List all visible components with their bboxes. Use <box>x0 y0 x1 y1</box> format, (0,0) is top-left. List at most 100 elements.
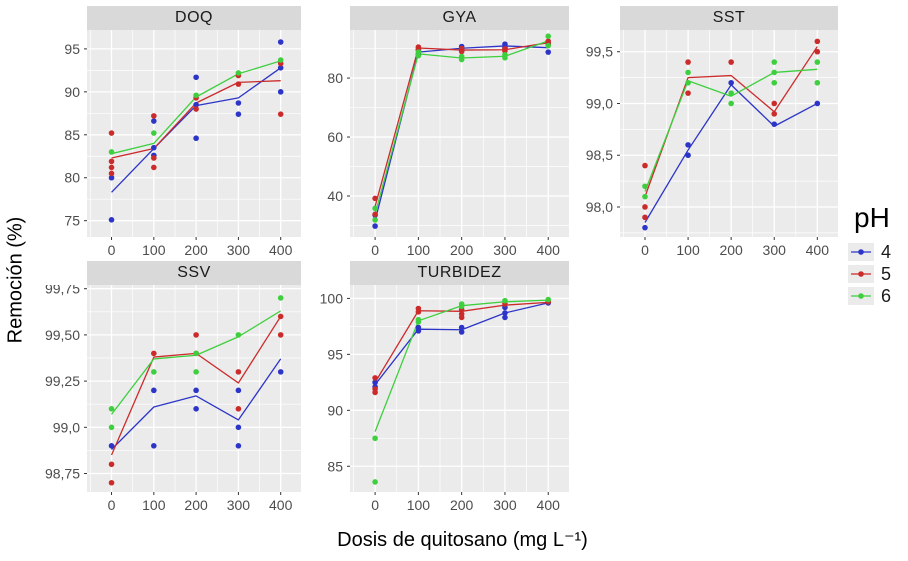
x-tick-label: 0 <box>641 242 649 258</box>
y-tick-label: 60 <box>327 129 343 145</box>
x-tick-label: 0 <box>371 497 379 513</box>
data-point <box>235 70 242 76</box>
data-point <box>235 332 242 338</box>
y-tick-label: 80 <box>327 70 343 86</box>
data-point <box>502 310 508 316</box>
data-point <box>642 162 648 169</box>
data-point <box>193 387 199 394</box>
x-tick-label: 0 <box>108 497 116 513</box>
data-point <box>277 313 284 320</box>
y-tick-label: 90 <box>327 402 343 418</box>
data-point <box>277 39 284 45</box>
data-point <box>108 130 115 136</box>
facet-title-sst: SST <box>712 9 746 26</box>
data-point <box>277 64 284 71</box>
data-point <box>642 183 648 190</box>
facet-panel-sst: 0 100 200 300 400 98,0 98,5 99,0 99,5 <box>586 30 838 258</box>
facet-panel-ssv: 0 100 200 300 400 98,75 99,0 99,25 99,50 99,75 <box>45 285 301 513</box>
data-point <box>108 164 115 171</box>
data-point <box>502 297 508 304</box>
data-point <box>151 144 157 151</box>
data-point <box>193 74 199 81</box>
data-point <box>235 424 242 431</box>
data-point <box>151 113 157 119</box>
data-point <box>235 442 242 449</box>
data-point <box>108 424 115 431</box>
x-tick-label: 100 <box>676 242 700 258</box>
panel-background <box>87 285 301 492</box>
data-point <box>151 387 157 394</box>
legend-item-ph4: 4 <box>848 242 891 262</box>
facet-panel-gya: 0 100 200 300 400 40 60 80 <box>327 30 569 258</box>
data-point <box>458 314 465 321</box>
axis-ticks <box>84 288 282 495</box>
y-tick-label: 99,5 <box>586 44 613 60</box>
data-point <box>277 111 284 117</box>
data-point <box>151 442 157 449</box>
data-point <box>771 100 778 107</box>
legend-key-icon-ph5 <box>848 265 874 283</box>
x-tick-label: 200 <box>450 497 474 513</box>
y-tick-label: 40 <box>327 188 343 204</box>
data-point <box>814 100 821 107</box>
data-point <box>151 164 157 171</box>
data-point <box>277 89 284 95</box>
minor-gridlines <box>620 30 838 237</box>
x-tick-label: 200 <box>450 242 474 258</box>
data-point <box>108 174 115 181</box>
data-point <box>193 106 199 112</box>
legend-label-ph4: 4 <box>881 241 892 262</box>
data-point <box>108 479 115 486</box>
axis-ticks <box>347 77 549 240</box>
x-tick-label: 300 <box>227 242 251 258</box>
facet-panel-turbidez: 0 100 200 300 400 85 90 95 100 <box>320 285 569 513</box>
data-point <box>372 223 378 229</box>
data-point <box>372 479 378 485</box>
data-point <box>372 217 378 223</box>
data-point <box>151 130 157 136</box>
series-points-ph6 <box>372 33 552 223</box>
series-points-ph6 <box>642 59 821 200</box>
y-tick-label: 100 <box>320 290 344 306</box>
facet-title-turbidez: TURBIDEZ <box>417 264 502 281</box>
data-point <box>545 49 552 55</box>
data-point <box>151 155 157 161</box>
x-tick-label: 200 <box>184 242 208 258</box>
data-point <box>545 33 552 39</box>
data-point <box>151 369 157 375</box>
y-tick-label: 95 <box>64 41 80 57</box>
data-point <box>372 205 378 212</box>
facet-strip-doq: DOQ <box>87 6 301 30</box>
y-tick-label: 98,75 <box>45 466 80 482</box>
facet-panel-doq: 0 100 200 300 400 75 80 85 90 95 <box>64 30 301 258</box>
data-point <box>685 90 691 96</box>
y-tick-label: 85 <box>64 127 80 143</box>
y-tick-label: 99,50 <box>45 327 80 343</box>
data-point <box>642 204 648 210</box>
x-tick-label: 400 <box>537 497 561 513</box>
series-points-ph6 <box>108 57 284 155</box>
facet-title-ssv: SSV <box>177 264 211 281</box>
legend-key-icon-ph6 <box>848 287 874 305</box>
x-tick-label: 300 <box>227 497 251 513</box>
data-point <box>642 193 648 200</box>
data-point <box>685 152 691 159</box>
data-point <box>277 369 284 375</box>
x-tick-label: 0 <box>371 242 379 258</box>
data-point <box>415 328 422 334</box>
y-tick-label: 85 <box>327 458 343 474</box>
data-point <box>108 461 115 468</box>
data-point <box>151 350 157 357</box>
panel-background <box>350 285 569 492</box>
legend-item-ph6: 6 <box>848 286 891 306</box>
x-tick-label: 400 <box>269 497 293 513</box>
facet-strip-gya: GYA <box>350 6 569 30</box>
data-point <box>235 81 242 87</box>
data-point <box>458 329 465 335</box>
legend-label-ph5: 5 <box>881 263 892 284</box>
data-point <box>642 214 648 221</box>
panel-background <box>87 30 301 237</box>
y-tick-label: 98,0 <box>586 199 613 215</box>
series-points-ph4 <box>642 79 821 231</box>
